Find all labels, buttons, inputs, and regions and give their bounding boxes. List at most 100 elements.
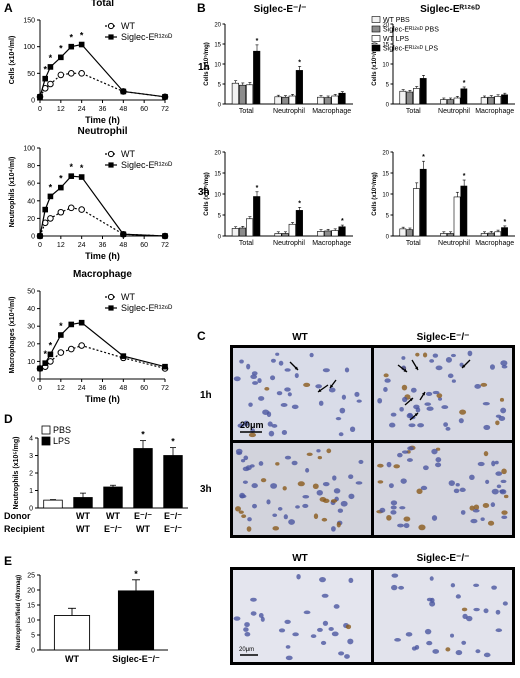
micrograph-wt-3h (233, 443, 371, 535)
x-tick-label: Macrophage (475, 240, 514, 247)
cell-nucleus (270, 483, 278, 489)
bar (419, 78, 427, 105)
bar (288, 223, 296, 237)
bar (133, 448, 153, 509)
cell-nucleus (252, 381, 259, 385)
cell-nucleus (319, 576, 326, 583)
cell-nucleus (397, 452, 403, 458)
y-axis-label: Cells (x10⁵/mg) (372, 172, 378, 216)
bar (253, 50, 261, 105)
cell-nucleus (266, 411, 272, 418)
cell-nucleus (258, 396, 265, 401)
y-tick-label: 15 (27, 603, 35, 610)
cell-nucleus (243, 420, 249, 427)
bar (274, 96, 282, 105)
y-tick-label: 20 (27, 588, 35, 595)
x-tick-label: 48 (119, 106, 127, 113)
legend-label: WT LPS (383, 36, 409, 43)
bar (117, 590, 155, 651)
cell-nucleus (250, 374, 258, 379)
legend-label: LPS (53, 436, 70, 446)
cell-nucleus (472, 509, 480, 513)
data-point (47, 358, 54, 365)
cell-nucleus (297, 481, 305, 487)
x-tick-label: 60 (140, 385, 148, 392)
y-tick-label: 0 (218, 103, 222, 109)
significance-star: * (59, 174, 63, 184)
cell-nucleus (275, 462, 280, 466)
significance-star: * (59, 43, 63, 53)
cell-nucleus (245, 465, 252, 471)
bar (295, 70, 303, 105)
cell-nucleus (407, 446, 414, 451)
data-point (67, 345, 75, 353)
cell-nucleus (426, 640, 433, 646)
data-point (37, 94, 43, 100)
cell-nucleus (330, 499, 338, 503)
cell-nucleus (461, 640, 467, 645)
data-point (67, 70, 75, 77)
cell-nucleus (500, 407, 507, 414)
cell-nucleus (406, 413, 414, 419)
significance-star: * (422, 154, 425, 161)
y-tick-label: 20 (214, 151, 221, 157)
cell-nucleus (272, 526, 280, 531)
cell-nucleus (458, 418, 464, 424)
legend-swatch (41, 436, 51, 446)
x-tick-label: Total (406, 240, 421, 247)
cell-nucleus (445, 647, 451, 652)
cell-nucleus (277, 507, 283, 511)
cell-nucleus (384, 378, 391, 383)
bar (413, 88, 420, 105)
cell-nucleus (399, 506, 406, 510)
cell-nucleus (390, 510, 397, 515)
cell-nucleus (278, 360, 284, 366)
bar (446, 99, 454, 105)
x-tick-label: 12 (57, 385, 65, 392)
significance-star: * (463, 80, 466, 87)
bar (73, 497, 93, 509)
cell-nucleus (344, 654, 350, 659)
cell-nucleus (344, 367, 350, 373)
panel-c-row-3h: 3h (200, 484, 212, 495)
cell-nucleus (435, 462, 442, 468)
cell-nucleus (345, 624, 352, 630)
data-point (47, 64, 54, 70)
cell-nucleus (287, 392, 292, 397)
cell-nucleus (455, 649, 463, 656)
cell-nucleus (282, 486, 287, 491)
significance-star: * (69, 162, 73, 172)
chart-B-ko-3h: 0 5 10 15 20 Cells (x10⁵/mg) Total Neutrophil Ma… (204, 151, 353, 247)
cell-nucleus (388, 483, 394, 489)
cell-nucleus (243, 455, 249, 461)
bar (480, 233, 488, 237)
micrograph-ko-1h (374, 348, 512, 440)
x-tick-label: 0 (38, 242, 42, 249)
bar (440, 233, 447, 237)
bar (487, 96, 495, 105)
significance-star: * (503, 219, 506, 226)
y-tick-label: 0 (29, 506, 33, 513)
recipient-label: E⁻/⁻ (104, 524, 122, 534)
cell-nucleus (358, 459, 364, 464)
cell-nucleus (313, 513, 319, 520)
panel-e-col-wt: WT (292, 553, 308, 564)
cell-nucleus (258, 613, 264, 618)
bar (246, 218, 254, 237)
bar (419, 168, 427, 237)
cell-nucleus (328, 387, 336, 393)
cell-nucleus (415, 352, 420, 357)
x-tick-label: Total (406, 108, 421, 115)
cell-nucleus (356, 399, 362, 403)
cell-nucleus (252, 503, 257, 509)
cell-nucleus (394, 638, 401, 642)
cell-nucleus (489, 364, 496, 370)
data-point (47, 351, 54, 358)
x-tick-label: 48 (119, 242, 127, 249)
legend-swatch (371, 25, 381, 33)
arrow-head (421, 392, 425, 396)
cell-nucleus (386, 461, 392, 468)
cell-nucleus (341, 394, 347, 400)
cell-nucleus (402, 396, 408, 403)
cell-nucleus (391, 584, 398, 591)
